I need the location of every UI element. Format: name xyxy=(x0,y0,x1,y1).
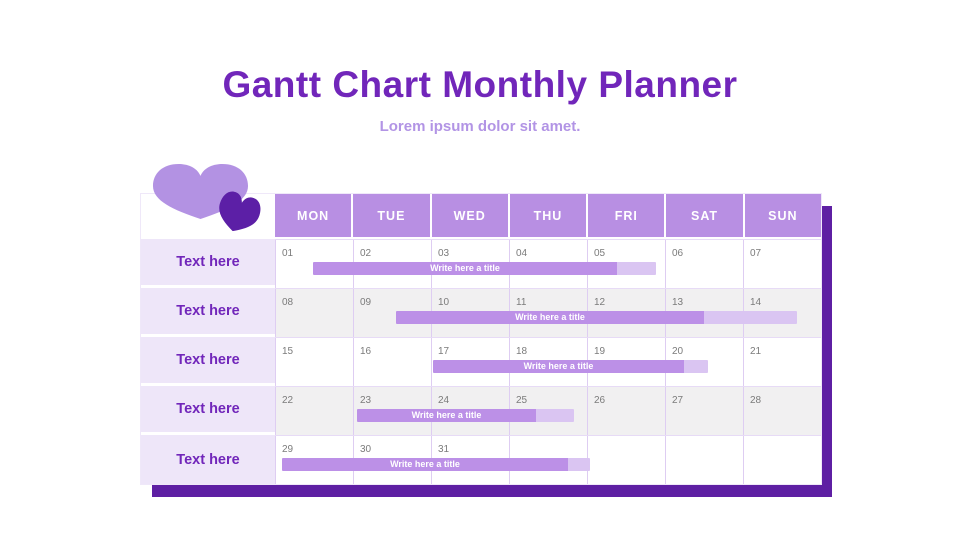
gantt-bar[interactable]: Write here a title xyxy=(357,409,574,422)
weekday-header-mon: MON xyxy=(275,194,352,237)
day-cell: 17 xyxy=(431,338,509,386)
day-cell xyxy=(587,436,665,484)
week-5-cells: 29 30 31 Write here a title xyxy=(275,435,821,484)
day-cell xyxy=(743,436,821,484)
day-cell: 26 xyxy=(587,387,665,435)
weekday-header-thu: THU xyxy=(509,194,587,237)
table-row: Text here 15 16 17 18 19 20 21 Write her… xyxy=(141,337,821,386)
row-label-cell[interactable]: Text here xyxy=(141,288,275,337)
gantt-bar[interactable]: Write here a title xyxy=(313,262,656,275)
day-cell: 27 xyxy=(665,387,743,435)
week-3-cells: 15 16 17 18 19 20 21 Write here a title xyxy=(275,337,821,386)
day-number: 27 xyxy=(672,395,684,406)
gantt-bar-solid[interactable]: Write here a title xyxy=(396,311,704,324)
day-number: 11 xyxy=(516,297,527,308)
day-number: 01 xyxy=(282,248,294,259)
day-cell: 09 xyxy=(353,289,431,337)
day-number: 02 xyxy=(360,248,372,259)
gantt-bar-solid[interactable]: Write here a title xyxy=(357,409,536,422)
day-cell: 28 xyxy=(743,387,821,435)
day-number: 07 xyxy=(750,248,762,259)
week-2-cells: 08 09 10 11 12 13 14 Write here a title xyxy=(275,288,821,337)
gantt-bar[interactable]: Write here a title xyxy=(396,311,797,324)
day-number: 08 xyxy=(282,297,294,308)
row-label: Text here xyxy=(176,451,240,468)
day-number: 05 xyxy=(594,248,606,259)
row-label-cell[interactable]: Text here xyxy=(141,239,275,288)
day-number: 15 xyxy=(282,346,294,357)
day-number: 31 xyxy=(438,444,450,455)
day-number: 12 xyxy=(594,297,606,308)
day-cell: 16 xyxy=(353,338,431,386)
week-4-cells: 22 23 24 25 26 27 28 Write here a title xyxy=(275,386,821,435)
gantt-bar[interactable]: Write here a title xyxy=(433,360,708,373)
weekday-header-fri: FRI xyxy=(588,194,665,237)
row-label-cell[interactable]: Text here xyxy=(141,435,275,484)
table-row: Text here 08 09 10 11 12 13 14 Write her… xyxy=(141,288,821,337)
day-cell: 07 xyxy=(743,240,821,288)
table-row: Text here 22 23 24 25 26 27 28 Write her… xyxy=(141,386,821,435)
day-number: 10 xyxy=(438,297,450,308)
day-number: 29 xyxy=(282,444,294,455)
heart-icon xyxy=(219,191,261,232)
weekday-header-sat: SAT xyxy=(666,194,743,237)
gantt-bar-faded[interactable] xyxy=(536,409,574,422)
day-cell: 15 xyxy=(275,338,353,386)
gantt-bar-solid[interactable]: Write here a title xyxy=(433,360,684,373)
weekday-header-sun: SUN xyxy=(744,194,821,237)
row-label: Text here xyxy=(176,352,240,368)
day-number: 30 xyxy=(360,444,372,455)
day-cell: 01 xyxy=(275,240,353,288)
row-label: Text here xyxy=(176,303,240,319)
week-1-cells: 01 02 03 04 05 06 07 Write here a title xyxy=(275,239,821,288)
day-number: 28 xyxy=(750,395,762,406)
day-number: 03 xyxy=(438,248,450,259)
day-number: 26 xyxy=(594,395,606,406)
day-number: 24 xyxy=(438,395,450,406)
row-label: Text here xyxy=(176,254,240,270)
gantt-bar-faded[interactable] xyxy=(617,262,656,275)
day-cell xyxy=(665,436,743,484)
day-number: 22 xyxy=(282,395,294,406)
day-cell: 21 xyxy=(743,338,821,386)
day-number: 19 xyxy=(594,346,606,357)
row-label-cell[interactable]: Text here xyxy=(141,337,275,386)
day-number: 04 xyxy=(516,248,528,259)
table-row: Text here 01 02 03 04 05 06 07 Write her… xyxy=(141,239,821,288)
day-number: 17 xyxy=(438,346,450,357)
gantt-bar-faded[interactable] xyxy=(568,458,590,471)
day-cell: 22 xyxy=(275,387,353,435)
row-label: Text here xyxy=(176,401,240,417)
weekday-headers: MON TUE WED THU FRI SAT SUN xyxy=(275,194,821,239)
row-label-cell[interactable]: Text here xyxy=(141,386,275,435)
day-number: 20 xyxy=(672,346,684,357)
weekday-header-wed: WED xyxy=(431,194,508,237)
day-cell: 29 xyxy=(275,436,353,484)
day-cell: 23 xyxy=(353,387,431,435)
day-number: 14 xyxy=(750,297,762,308)
gantt-bar-solid[interactable]: Write here a title xyxy=(313,262,617,275)
day-number: 18 xyxy=(516,346,528,357)
gantt-bar[interactable]: Write here a title xyxy=(282,458,590,471)
day-number: 09 xyxy=(360,297,372,308)
day-number: 06 xyxy=(672,248,684,259)
page-subtitle[interactable]: Lorem ipsum dolor sit amet. xyxy=(379,118,581,135)
day-number: 16 xyxy=(360,346,372,357)
page-title[interactable]: Gantt Chart Monthly Planner xyxy=(222,64,738,105)
day-cell: 08 xyxy=(275,289,353,337)
table-row: Text here 29 30 31 Write here a title xyxy=(141,435,821,484)
day-number: 25 xyxy=(516,395,528,406)
gantt-bar-faded[interactable] xyxy=(684,360,708,373)
gantt-planner-table: MON TUE WED THU FRI SAT SUN Text here 01… xyxy=(140,193,822,485)
day-number: 23 xyxy=(360,395,372,406)
day-number: 13 xyxy=(672,297,684,308)
weekday-header-tue: TUE xyxy=(353,194,430,237)
gantt-bar-solid[interactable]: Write here a title xyxy=(282,458,568,471)
day-number: 21 xyxy=(750,346,762,357)
gantt-bar-faded[interactable] xyxy=(704,311,797,324)
day-cell: 06 xyxy=(665,240,743,288)
